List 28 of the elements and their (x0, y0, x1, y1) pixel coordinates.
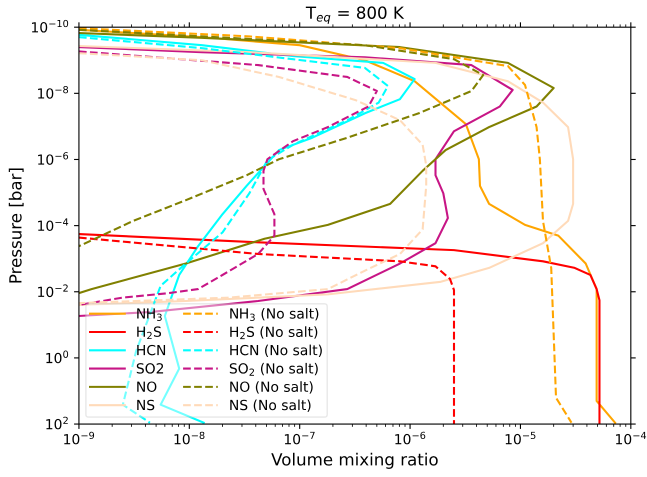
y-tick-label: 10$^{−2}$ (38, 284, 68, 298)
x-tick-label: 10$^{−8}$ (174, 432, 204, 444)
legend-label: H$_{2}$S (No salt) (230, 326, 318, 340)
y-tick-label: 10$^{−6}$ (38, 152, 68, 165)
x-tick-label: 10$^{−4}$ (616, 432, 646, 444)
legend-label: NS (No salt) (230, 400, 311, 412)
legend-label: HCN (137, 344, 166, 356)
x-tick-label: 10$^{−9}$ (64, 432, 94, 444)
legend-label: NO (No salt) (230, 381, 313, 394)
legend-label: H$_{2}$S (137, 326, 162, 340)
y-tick-label: 10$^{−8}$ (38, 86, 68, 99)
legend-label: NH$_{3}$ (No salt) (230, 308, 318, 321)
legend-label: SO$_{2}$ (No salt) (230, 362, 318, 376)
legend-label: SO2 (136, 363, 164, 374)
x-tick-label: 10$^{−5}$ (506, 432, 536, 444)
y-tick-label: 10$^{−10}$ (32, 20, 68, 33)
chart-title: T$_{eq}$ = 800 K (306, 6, 404, 24)
legend-label: NH$_{3}$ (137, 308, 162, 321)
y-axis-title: Pressure [bar] (8, 168, 24, 283)
x-tick-label: 10$^{−7}$ (284, 432, 315, 444)
legend-label: NS (137, 400, 154, 410)
legend-label: HCN (No salt) (230, 344, 322, 357)
y-tick-label: 10$^{2}$ (46, 416, 68, 430)
y-tick-label: 10$^{−4}$ (38, 218, 68, 231)
x-tick-label: 10$^{−6}$ (395, 432, 426, 444)
x-axis-title: Volume mixing ratio (271, 452, 438, 469)
y-tick-label: 10$^{0}$ (46, 350, 68, 364)
legend-label: NO (137, 381, 156, 392)
